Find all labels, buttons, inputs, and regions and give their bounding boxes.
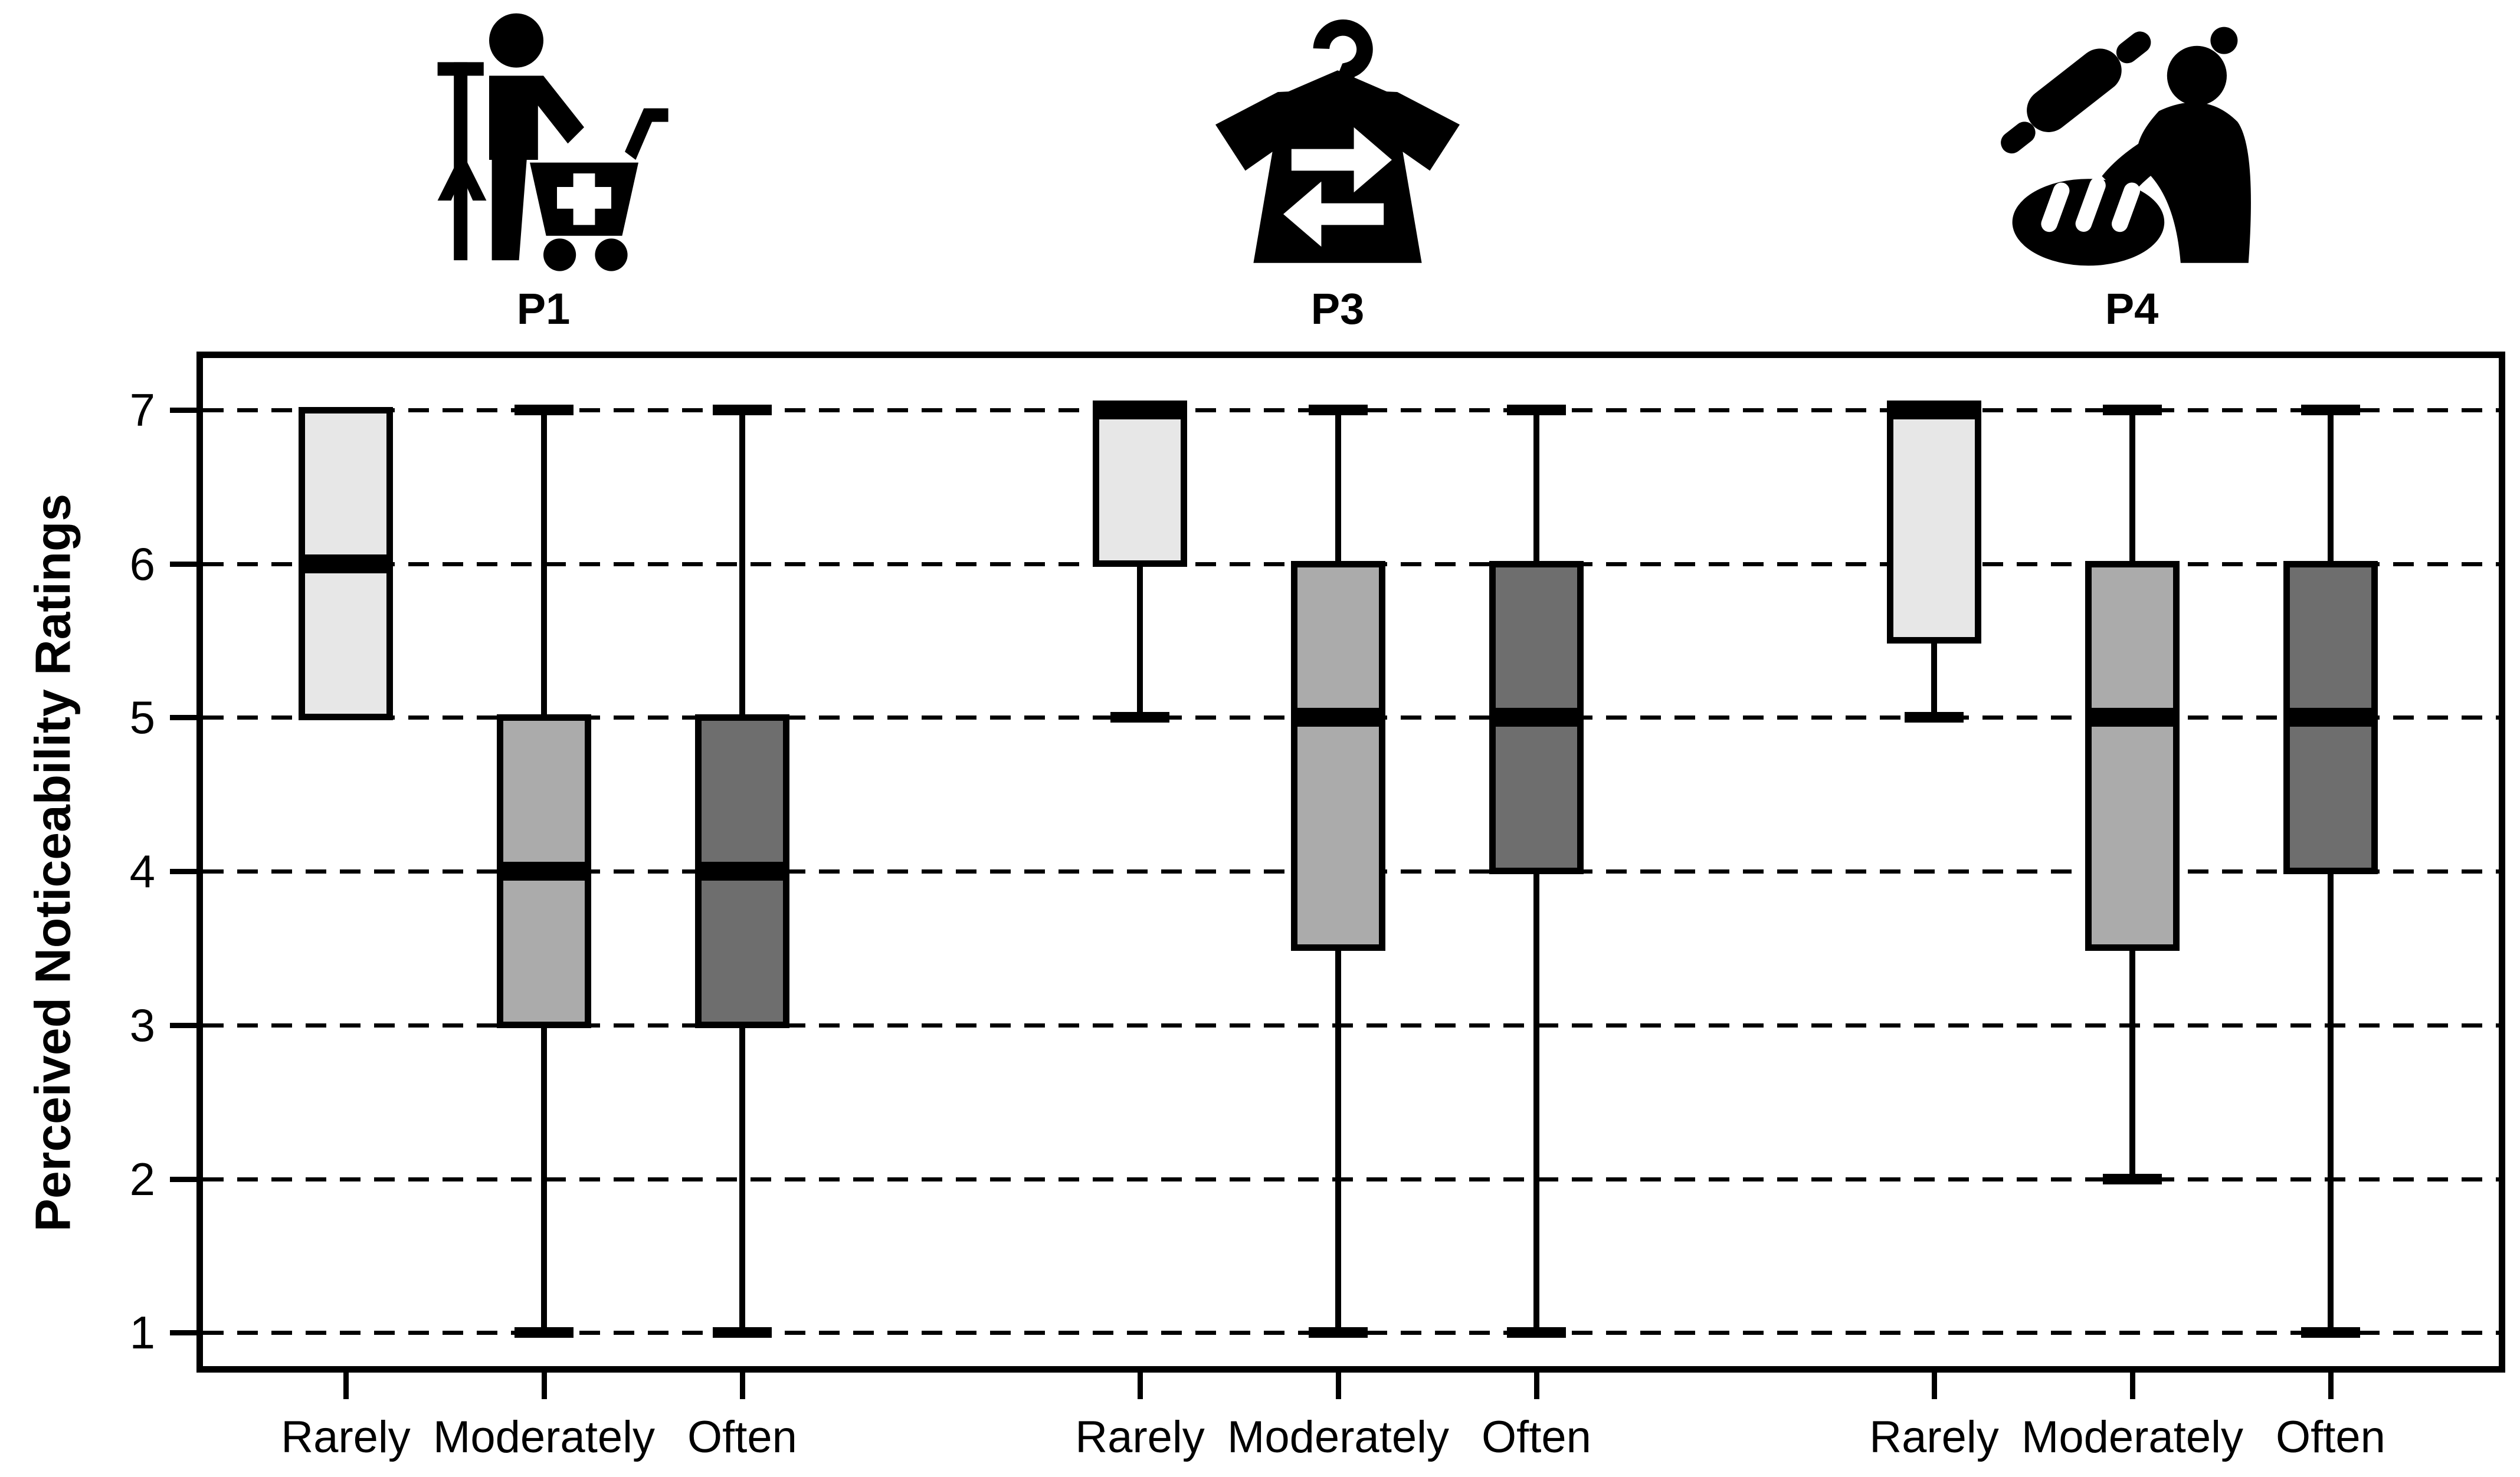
whisker-cap-max-P4-Moderately xyxy=(2103,405,2162,415)
y-tick-label-2: 2 xyxy=(129,1153,155,1205)
whisker-cap-min-P3-Rarely xyxy=(1110,712,1169,723)
gridline-3 xyxy=(203,1023,2499,1028)
whisker-cap-min-P4-Rarely xyxy=(1905,712,1964,723)
whisker-cap-max-P3-Often xyxy=(1507,405,1566,415)
whisker-cap-min-P3-Moderately xyxy=(1309,1327,1368,1338)
panel-label-p1: P1 xyxy=(516,284,571,333)
median-P4-Often xyxy=(2283,708,2378,727)
median-P1-Often xyxy=(695,862,789,881)
median-P1-Moderately xyxy=(497,862,591,881)
x-axis-tick-P3-Rarely xyxy=(1138,1373,1143,1399)
median-P3-Moderately xyxy=(1291,708,1385,727)
box-P4-Moderately xyxy=(2085,560,2180,951)
box-P3-Moderately xyxy=(1291,560,1385,951)
x-axis-tick-P1-Moderately xyxy=(542,1373,547,1399)
x-axis-tick-P1-Often xyxy=(740,1373,745,1399)
median-P3-Rarely xyxy=(1093,401,1187,419)
x-axis-tick-P4-Moderately xyxy=(2130,1373,2135,1399)
panel-header-p3: P3 xyxy=(1131,11,1544,333)
gridline-2 xyxy=(203,1177,2499,1181)
whisker-cap-max-P3-Moderately xyxy=(1309,405,1368,415)
grocery-shopping-icon xyxy=(405,11,682,282)
whisker-cap-min-P4-Moderately xyxy=(2103,1173,2162,1184)
whisker-cap-min-P1-Moderately xyxy=(515,1327,574,1338)
y-axis-tick-4 xyxy=(170,869,196,875)
y-tick-label-1: 1 xyxy=(129,1307,155,1359)
box-P4-Rarely xyxy=(1887,407,1981,644)
whisker-cap-min-P1-Often xyxy=(713,1327,772,1338)
x-category-label-P4-Rarely: Rarely xyxy=(1869,1412,1999,1462)
median-P4-Rarely xyxy=(1887,401,1981,419)
y-tick-label-4: 4 xyxy=(129,845,155,898)
whisker-cap-min-P3-Often xyxy=(1507,1327,1566,1338)
panel-label-p4: P4 xyxy=(2105,284,2159,333)
whisker-cap-min-P4-Often xyxy=(2301,1327,2360,1338)
y-tick-label-7: 7 xyxy=(129,384,155,436)
y-tick-label-3: 3 xyxy=(129,999,155,1051)
baking-icon xyxy=(1993,11,2270,282)
panel-label-p3: P3 xyxy=(1310,284,1365,333)
y-axis-tick-6 xyxy=(170,561,196,567)
y-tick-label-6: 6 xyxy=(129,537,155,590)
panel-header-p4: P4 xyxy=(1925,11,2338,333)
x-category-label-P4-Moderately: Moderately xyxy=(2021,1412,2243,1462)
x-axis-tick-P1-Rarely xyxy=(343,1373,349,1399)
x-axis-tick-P4-Often xyxy=(2328,1373,2334,1399)
median-P4-Moderately xyxy=(2085,708,2180,727)
y-axis-tick-2 xyxy=(170,1176,196,1182)
clothing-reuse-icon xyxy=(1199,11,1476,282)
y-tick-label-5: 5 xyxy=(129,691,155,744)
x-axis-tick-P3-Often xyxy=(1534,1373,1539,1399)
median-P3-Often xyxy=(1489,708,1584,727)
y-axis-tick-3 xyxy=(170,1022,196,1028)
median-P1-Rarely xyxy=(299,554,393,573)
whisker-cap-max-P1-Moderately xyxy=(515,405,574,415)
y-axis-tick-1 xyxy=(170,1330,196,1336)
plot-area xyxy=(196,352,2505,1373)
x-category-label-P1-Moderately: Moderately xyxy=(433,1412,655,1462)
box-P3-Rarely xyxy=(1093,407,1187,567)
x-category-label-P3-Moderately: Moderately xyxy=(1227,1412,1449,1462)
x-axis-tick-P4-Rarely xyxy=(1932,1373,1937,1399)
y-axis-tick-5 xyxy=(170,715,196,721)
whisker-cap-max-P1-Often xyxy=(713,405,772,415)
panel-header-p1: P1 xyxy=(337,11,750,333)
x-axis-tick-P3-Moderately xyxy=(1336,1373,1341,1399)
x-category-label-P4-Often: Often xyxy=(2276,1412,2385,1462)
x-category-label-P3-Often: Often xyxy=(1482,1412,1591,1462)
x-category-label-P1-Often: Often xyxy=(687,1412,797,1462)
x-category-label-P1-Rarely: Rarely xyxy=(281,1412,411,1462)
x-category-label-P3-Rarely: Rarely xyxy=(1075,1412,1205,1462)
y-axis-tick-7 xyxy=(170,408,196,413)
whisker-cap-max-P4-Often xyxy=(2301,405,2360,415)
